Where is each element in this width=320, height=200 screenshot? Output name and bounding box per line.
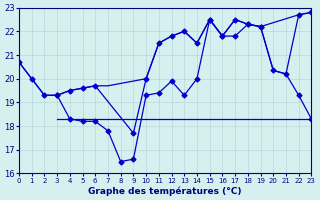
X-axis label: Graphe des températures (°C): Graphe des températures (°C) [88,186,242,196]
